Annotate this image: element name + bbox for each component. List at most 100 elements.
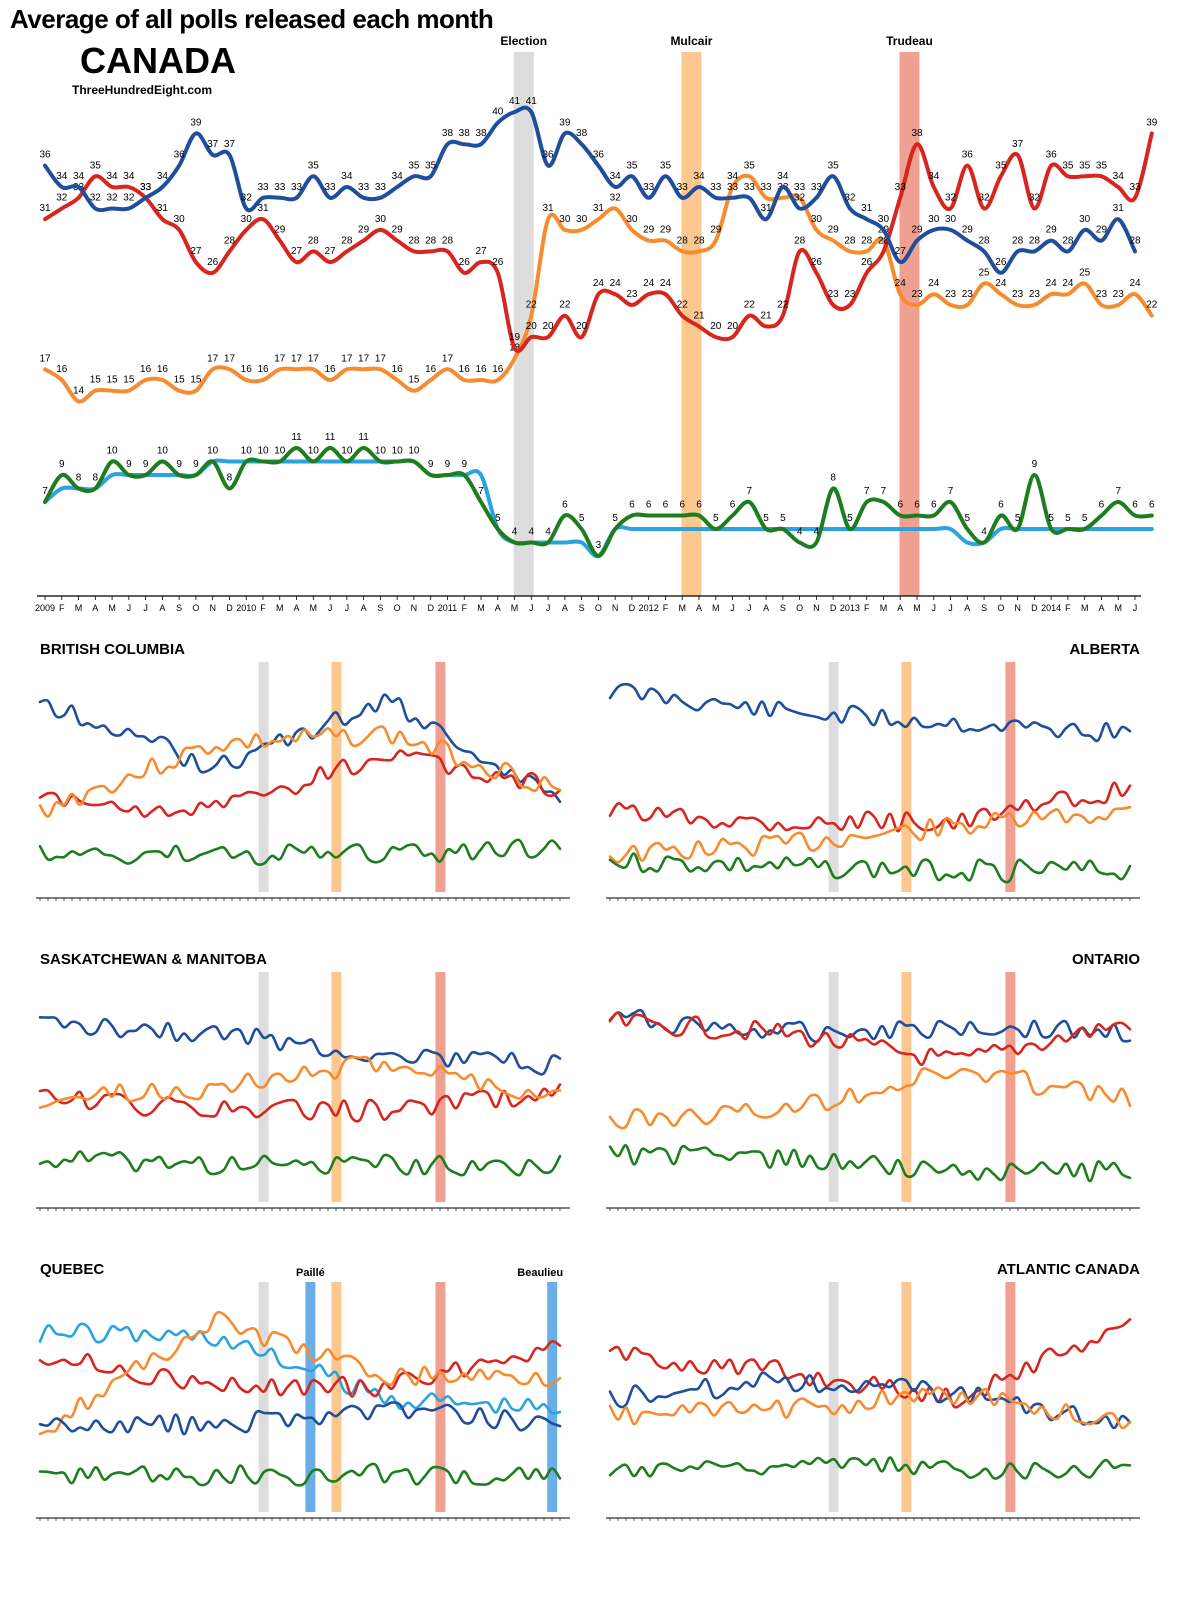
region-title: SASKATCHEWAN & MANITOBA	[40, 951, 267, 968]
data-label: 23	[828, 289, 840, 300]
data-label: 23	[1029, 289, 1041, 300]
x-tick-label: O	[796, 603, 803, 613]
x-tick-label: N	[813, 603, 820, 613]
data-label: 31	[861, 203, 873, 214]
region-series-line-lpc	[38, 1339, 562, 1398]
region-series-line-lpc	[38, 749, 562, 818]
region-event-band	[331, 1282, 342, 1512]
region-series-line-cpc	[608, 682, 1132, 743]
data-label: 26	[492, 257, 504, 268]
series-line-ndp	[43, 173, 1154, 404]
data-label: 28	[341, 235, 353, 246]
data-label: 6	[562, 500, 568, 511]
data-label: 6	[646, 500, 652, 511]
x-tick-label: A	[361, 603, 367, 613]
region-title: ONTARIO	[1072, 951, 1140, 968]
data-label: 10	[341, 446, 353, 457]
data-label: 5	[713, 513, 719, 524]
x-tick-label: 2011	[438, 603, 457, 613]
data-label: 34	[693, 171, 705, 182]
data-label: 22	[677, 300, 689, 311]
region-series-line-bq	[38, 1322, 562, 1415]
data-label: 29	[643, 225, 655, 236]
data-label: 8	[227, 473, 233, 484]
data-label: 27	[325, 246, 337, 257]
data-label: 32	[56, 192, 68, 203]
data-label: 9	[445, 459, 451, 470]
region-series-line-gpc	[608, 852, 1132, 884]
data-label: 23	[911, 289, 923, 300]
data-label: 16	[475, 364, 487, 375]
data-label: 28	[1029, 235, 1041, 246]
data-label: 15	[107, 375, 119, 386]
region-series-line-lpc	[608, 1318, 1132, 1409]
data-label: 35	[408, 160, 420, 171]
data-label: 5	[579, 513, 585, 524]
region-event-band	[1005, 662, 1016, 892]
region-series-line-ndp	[38, 1310, 562, 1436]
data-label: 31	[1113, 203, 1125, 214]
region-event-label: Paillé	[296, 1267, 325, 1279]
x-tick-label: S	[579, 603, 585, 613]
data-label: 35	[995, 160, 1007, 171]
data-label: 33	[325, 182, 337, 193]
data-label: 34	[1113, 171, 1125, 182]
region-series-line-ndp	[608, 1067, 1132, 1130]
data-label: 23	[626, 289, 638, 300]
region-event-band	[435, 662, 446, 892]
x-tick-label: J	[546, 603, 551, 613]
x-tick-label: O	[394, 603, 401, 613]
data-label: 32	[979, 192, 991, 203]
data-label: 28	[794, 235, 806, 246]
data-label: 27	[291, 246, 303, 257]
data-label: 38	[459, 128, 471, 139]
x-tick-label: F	[663, 603, 669, 613]
x-tick-label: A	[696, 603, 702, 613]
data-label: 16	[257, 364, 269, 375]
data-label: 19	[509, 332, 521, 343]
region-series-line-gpc	[38, 838, 562, 867]
chart-title: Average of all polls released each month	[10, 4, 494, 34]
data-label: 16	[425, 364, 437, 375]
data-label: 8	[76, 473, 82, 484]
region-series-line-ndp	[38, 725, 562, 818]
x-tick-label: M	[276, 603, 284, 613]
region-event-band	[901, 662, 912, 892]
data-label: 34	[727, 171, 739, 182]
data-label: 34	[392, 171, 404, 182]
x-tick-label: M	[678, 603, 686, 613]
data-label: 37	[224, 139, 236, 150]
region-event-band	[331, 662, 342, 892]
data-label: 24	[895, 278, 907, 289]
x-tick-label: A	[159, 603, 165, 613]
region-series-line-lpc	[38, 1083, 562, 1123]
data-label: 25	[1079, 268, 1091, 279]
data-label: 5	[1015, 513, 1021, 524]
data-label: 31	[761, 203, 773, 214]
x-tick-label: J	[1133, 603, 1138, 613]
data-label: 10	[157, 446, 169, 457]
data-label: 6	[679, 500, 685, 511]
data-label: 37	[207, 139, 219, 150]
data-label: 34	[928, 171, 940, 182]
data-label: 16	[241, 364, 253, 375]
data-label: 22	[744, 300, 756, 311]
data-label: 15	[174, 375, 186, 386]
region-series-line-ndp	[608, 1386, 1132, 1430]
region-event-band	[435, 1282, 446, 1512]
data-label: 29	[274, 225, 286, 236]
x-tick-label: S	[377, 603, 383, 613]
data-label: 15	[90, 375, 102, 386]
data-label: 22	[777, 300, 789, 311]
region-event-band	[547, 1282, 558, 1512]
data-label: 33	[744, 182, 756, 193]
data-label: 16	[56, 364, 68, 375]
data-label: 24	[1046, 278, 1058, 289]
data-label: 26	[207, 257, 219, 268]
data-label: 27	[895, 246, 907, 257]
data-label: 34	[777, 171, 789, 182]
data-label: 33	[811, 182, 823, 193]
regional-charts: BRITISH COLUMBIA ALBERTA SASKATCHEWAN & MA…	[36, 641, 1140, 1521]
region-series-line-gpc	[608, 1456, 1132, 1480]
x-tick-label: J	[127, 603, 132, 613]
